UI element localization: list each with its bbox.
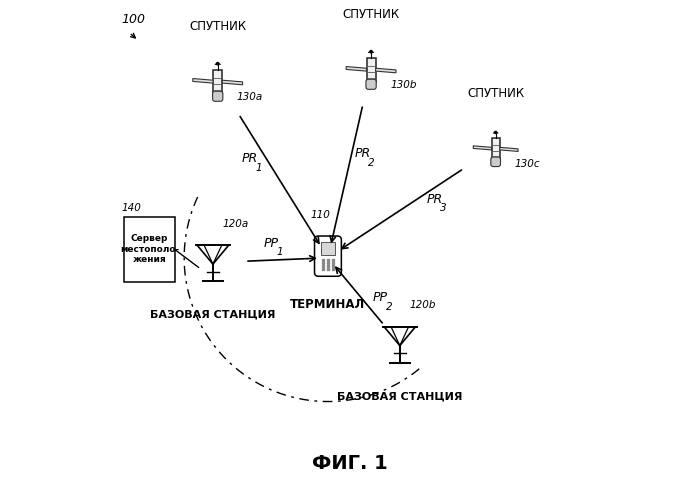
Text: ФИГ. 1: ФИГ. 1 [312, 454, 387, 473]
Text: 110: 110 [311, 211, 331, 220]
Text: 3: 3 [440, 203, 446, 214]
Text: 1: 1 [255, 162, 261, 173]
Text: 130b: 130b [390, 80, 417, 90]
Text: СПУТНИК: СПУТНИК [467, 87, 524, 100]
Text: 130a: 130a [237, 92, 263, 102]
Bar [491, 138, 500, 160]
Circle shape [217, 63, 219, 65]
Text: СПУТНИК: СПУТНИК [189, 20, 246, 33]
FancyBboxPatch shape [315, 236, 341, 276]
Text: 100: 100 [122, 13, 146, 26]
Text: 120a: 120a [222, 219, 249, 228]
Circle shape [370, 51, 373, 53]
Polygon shape [222, 80, 243, 85]
Text: 140: 140 [122, 203, 142, 214]
Text: 2: 2 [386, 302, 393, 311]
Bar [321, 242, 335, 254]
Polygon shape [473, 146, 491, 150]
FancyBboxPatch shape [212, 91, 223, 101]
Text: PP: PP [264, 237, 278, 250]
Text: ТЕРМИНАЛ: ТЕРМИНАЛ [290, 298, 366, 311]
Polygon shape [500, 147, 518, 151]
Text: PR: PR [242, 152, 258, 165]
Polygon shape [375, 68, 396, 73]
Text: PR: PR [354, 147, 370, 160]
Circle shape [495, 132, 497, 134]
Text: 2: 2 [368, 158, 375, 168]
Text: PP: PP [373, 291, 387, 304]
Text: БАЗОВАЯ СТАНЦИЯ: БАЗОВАЯ СТАНЦИЯ [337, 391, 463, 401]
Bar [366, 58, 375, 81]
Text: PR: PR [426, 193, 442, 206]
Text: Сервер
местополо-
жения: Сервер местополо- жения [120, 234, 179, 264]
Polygon shape [193, 79, 213, 83]
Text: СПУТНИК: СПУТНИК [343, 8, 400, 21]
Text: 130c: 130c [515, 159, 540, 169]
Bar [124, 217, 175, 282]
FancyBboxPatch shape [491, 157, 500, 167]
Text: БАЗОВАЯ СТАНЦИЯ: БАЗОВАЯ СТАНЦИЯ [150, 309, 275, 320]
Text: 1: 1 [277, 247, 283, 257]
FancyBboxPatch shape [366, 79, 376, 89]
Bar [213, 70, 222, 94]
Text: 120b: 120b [410, 300, 436, 310]
Polygon shape [346, 67, 366, 71]
